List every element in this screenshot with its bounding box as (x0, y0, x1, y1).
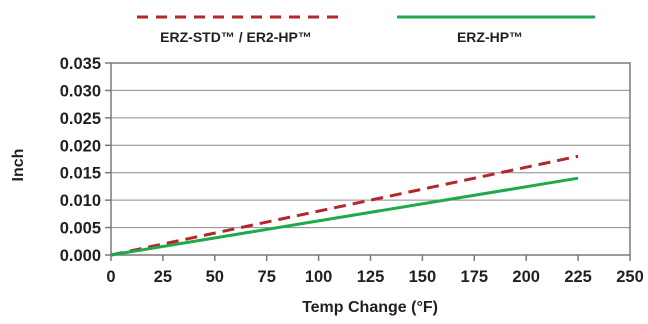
y-tick-label: 0.015 (60, 165, 101, 183)
plot-frame (110, 62, 631, 256)
x-tick-label: 175 (461, 268, 489, 286)
legend-label-1: ERZ-STD™ / ER2-HP™ (160, 29, 312, 45)
grid-lines (111, 62, 630, 229)
x-tick-label: 100 (305, 268, 333, 286)
x-axis-label: Temp Change (°F) (302, 299, 438, 316)
legend-label-2: ERZ-HP™ (457, 29, 523, 45)
axis-ticks: 0.000 0.005 0.010 0.015 0.020 0.025 0.030 0.035… (60, 55, 644, 286)
x-tick-label: 0 (106, 268, 115, 286)
legend: ERZ-STD™ / ER2-HP™ ERZ-HP™ (137, 15, 595, 45)
x-tick-label: 75 (258, 268, 276, 286)
y-tick-label: 0.010 (60, 192, 101, 210)
y-tick-label: 0.005 (60, 220, 101, 238)
y-axis-label: Inch (10, 149, 27, 182)
x-tick-label: 250 (616, 268, 644, 286)
series-line-2 (110, 176, 579, 257)
y-tick-label: 0.035 (60, 55, 101, 73)
x-tick-label: 125 (357, 268, 385, 286)
y-tick-label: 0.000 (60, 247, 101, 265)
series-line-1 (110, 154, 579, 257)
x-tick-label: 25 (154, 268, 172, 286)
x-tick-label: 225 (564, 268, 592, 286)
x-tick-label: 200 (512, 268, 540, 286)
series-lines (110, 154, 579, 257)
x-tick-label: 50 (206, 268, 224, 286)
y-tick-label: 0.020 (60, 137, 101, 155)
y-tick-label: 0.030 (60, 82, 101, 100)
y-tick-label: 0.025 (60, 110, 101, 128)
x-tick-label: 150 (409, 268, 437, 286)
